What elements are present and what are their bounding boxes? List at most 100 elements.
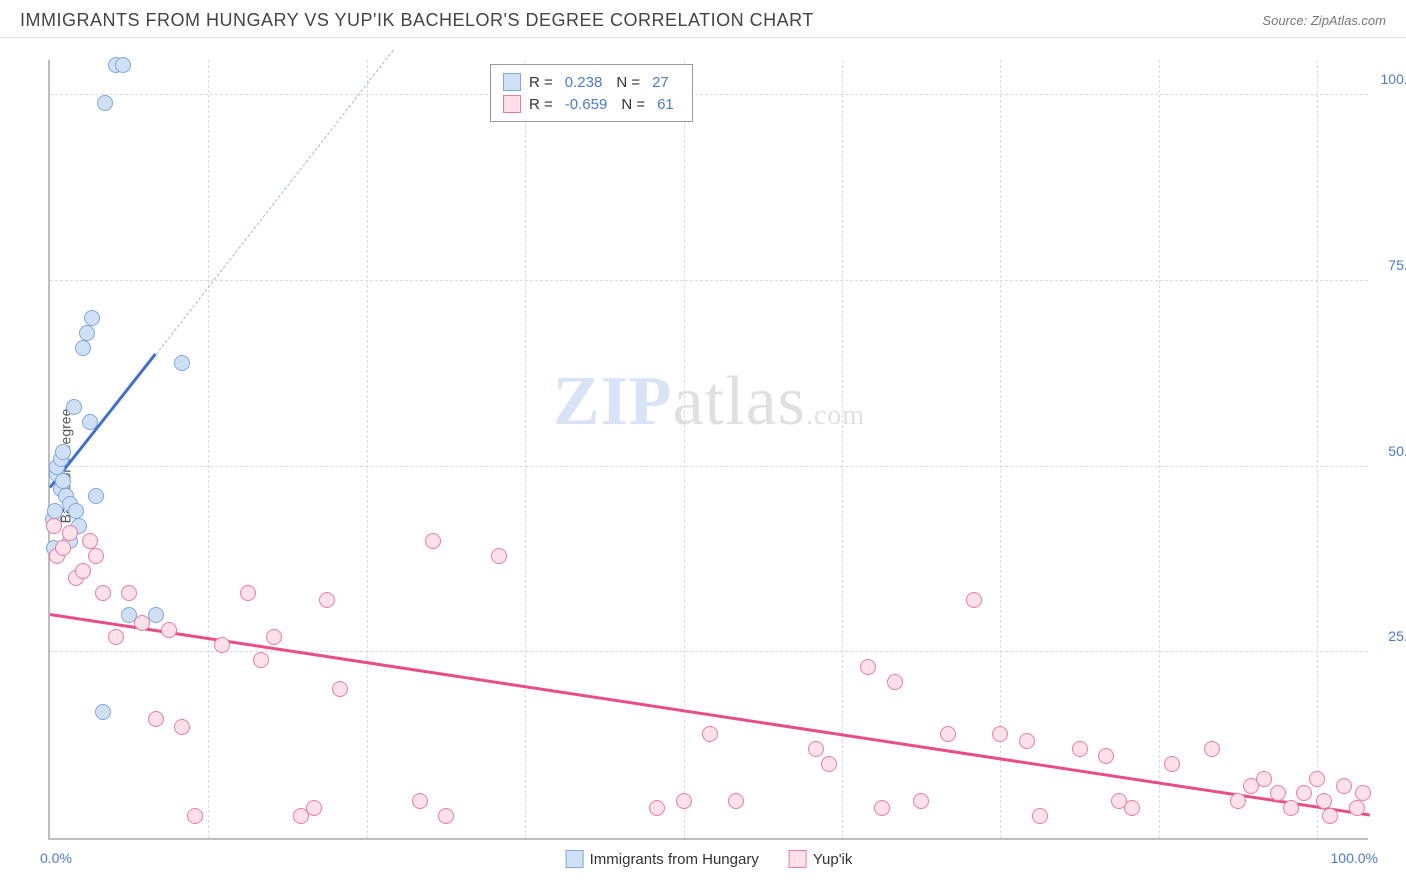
- data-point: [75, 563, 91, 579]
- series-legend: Immigrants from Hungary Yup'ik: [566, 850, 853, 868]
- gridline-h: [50, 94, 1368, 95]
- legend-n-label: N =: [616, 74, 640, 91]
- legend-row: R =-0.659N =61: [503, 93, 680, 115]
- gridline-h: [50, 651, 1368, 652]
- data-point: [1309, 771, 1325, 787]
- data-point: [1164, 756, 1180, 772]
- data-point: [115, 57, 131, 73]
- data-point: [306, 800, 322, 816]
- legend-n-label: N =: [621, 96, 645, 113]
- data-point: [412, 793, 428, 809]
- data-point: [47, 503, 63, 519]
- data-point: [1322, 808, 1338, 824]
- data-point: [1336, 778, 1352, 794]
- data-point: [887, 674, 903, 690]
- data-point: [1124, 800, 1140, 816]
- series-legend-item: Yup'ik: [789, 850, 853, 868]
- chart-title: IMMIGRANTS FROM HUNGARY VS YUP'IK BACHEL…: [20, 10, 814, 31]
- source-value: ZipAtlas.com: [1311, 13, 1386, 28]
- legend-swatch: [566, 850, 584, 868]
- data-point: [82, 414, 98, 430]
- data-point: [88, 488, 104, 504]
- data-point: [1349, 800, 1365, 816]
- data-point: [1032, 808, 1048, 824]
- gridline-h: [50, 466, 1368, 467]
- data-point: [68, 503, 84, 519]
- data-point: [1296, 785, 1312, 801]
- data-point: [1230, 793, 1246, 809]
- gridline-v: [684, 60, 685, 838]
- data-point: [1019, 733, 1035, 749]
- source-label: Source: ZipAtlas.com: [1262, 13, 1386, 28]
- gridline-v: [525, 60, 526, 838]
- data-point: [108, 629, 124, 645]
- data-point: [174, 355, 190, 371]
- data-point: [79, 325, 95, 341]
- legend-swatch: [789, 850, 807, 868]
- data-point: [1355, 785, 1371, 801]
- data-point: [425, 533, 441, 549]
- data-point: [240, 585, 256, 601]
- data-point: [253, 652, 269, 668]
- data-point: [174, 719, 190, 735]
- data-point: [82, 533, 98, 549]
- data-point: [1098, 748, 1114, 764]
- data-point: [319, 592, 335, 608]
- y-tick-label: 25.0%: [1372, 628, 1406, 644]
- data-point: [161, 622, 177, 638]
- data-point: [214, 637, 230, 653]
- data-point: [966, 592, 982, 608]
- data-point: [97, 95, 113, 111]
- gridline-v: [367, 60, 368, 838]
- watermark-suffix: .com: [806, 400, 865, 431]
- gridline-h: [50, 280, 1368, 281]
- watermark-zip: ZIP: [553, 363, 673, 440]
- legend-n-value: 27: [652, 74, 669, 91]
- data-point: [134, 615, 150, 631]
- data-point: [874, 800, 890, 816]
- data-point: [728, 793, 744, 809]
- data-point: [676, 793, 692, 809]
- data-point: [95, 585, 111, 601]
- gridline-v: [1000, 60, 1001, 838]
- data-point: [1072, 741, 1088, 757]
- legend-r-label: R =: [529, 74, 553, 91]
- chart-header: IMMIGRANTS FROM HUNGARY VS YUP'IK BACHEL…: [0, 0, 1406, 38]
- y-tick-label: 100.0%: [1372, 71, 1406, 87]
- y-tick-label: 75.0%: [1372, 257, 1406, 273]
- trend-line: [49, 353, 157, 489]
- data-point: [332, 681, 348, 697]
- data-point: [1270, 785, 1286, 801]
- legend-r-label: R =: [529, 96, 553, 113]
- data-point: [66, 399, 82, 415]
- data-point: [95, 704, 111, 720]
- data-point: [75, 340, 91, 356]
- gridline-v: [842, 60, 843, 838]
- legend-r-value: 0.238: [565, 74, 603, 91]
- legend-swatch: [503, 95, 521, 113]
- data-point: [992, 726, 1008, 742]
- trend-extrapolation: [155, 50, 393, 355]
- gridline-v: [1317, 60, 1318, 838]
- source-prefix: Source:: [1262, 13, 1307, 28]
- trend-line: [50, 613, 1370, 816]
- x-tick-label: 100.0%: [1331, 850, 1378, 866]
- x-tick-label: 0.0%: [40, 850, 72, 866]
- legend-swatch: [503, 73, 521, 91]
- data-point: [821, 756, 837, 772]
- data-point: [62, 525, 78, 541]
- correlation-legend: R = 0.238 N = 27 R =-0.659N =61: [490, 64, 693, 122]
- data-point: [55, 473, 71, 489]
- y-tick-label: 50.0%: [1372, 443, 1406, 459]
- plot-area: ZIPatlas.com 25.0%50.0%75.0%100.0%0.0%10…: [48, 60, 1368, 840]
- data-point: [491, 548, 507, 564]
- gridline-v: [208, 60, 209, 838]
- data-point: [860, 659, 876, 675]
- data-point: [940, 726, 956, 742]
- data-point: [1283, 800, 1299, 816]
- data-point: [121, 585, 137, 601]
- data-point: [1256, 771, 1272, 787]
- chart-area: Bachelor's Degree ZIPatlas.com 25.0%50.0…: [0, 40, 1406, 892]
- series-legend-item: Immigrants from Hungary: [566, 850, 759, 868]
- data-point: [649, 800, 665, 816]
